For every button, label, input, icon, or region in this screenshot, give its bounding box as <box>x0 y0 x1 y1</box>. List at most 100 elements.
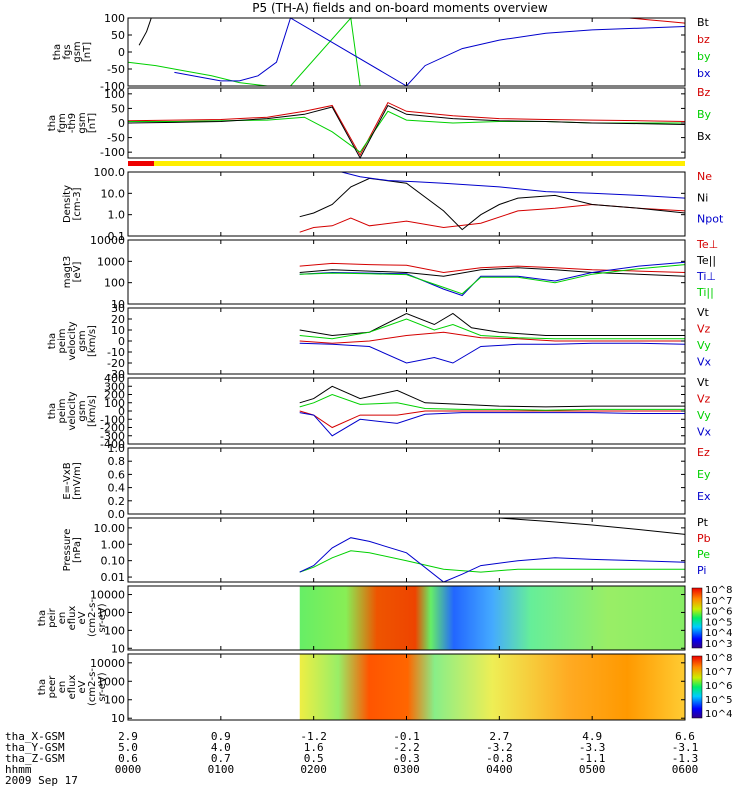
y-axis-label: [eV] <box>72 262 83 283</box>
legend-Bt: Bt <box>697 16 710 29</box>
y-tick-label: -10 <box>107 346 125 359</box>
orbit-row-label: tha_Z-GSM <box>5 752 65 765</box>
colorbar-electron_efs <box>691 655 703 719</box>
panel-efield: 0.00.20.40.60.81.0 E=-VxB [mV/m] Ez Ey Ex <box>62 442 711 521</box>
orbit-value: -1.1 <box>579 752 606 765</box>
y-tick-label: 0 <box>118 117 125 130</box>
y-tick-label: 10 <box>111 298 125 311</box>
y-axis-label: Density <box>62 185 73 223</box>
y-tick-label: -20 <box>107 357 125 370</box>
mode-bar-red <box>128 161 154 166</box>
y-axis-label: gsm <box>77 330 88 351</box>
series-fgm-By <box>128 110 685 153</box>
y-axis-label: en <box>57 612 68 625</box>
colorbar-label: 10^4 <box>705 709 732 720</box>
legend-Vx: Vx <box>697 356 712 369</box>
y-axis-label: eflux <box>67 675 78 700</box>
colorbar-label: 10^7 <box>705 596 732 607</box>
orbit-row-label: tha_Y-GSM <box>5 741 65 754</box>
y-tick-label: 0.0 <box>108 508 126 521</box>
plot-title: P5 (TH-A) fields and on-board moments ov… <box>252 1 548 15</box>
y-tick-label: -400 <box>100 438 125 451</box>
x-tick-label: 0500 <box>579 763 606 776</box>
y-axis-label: tha <box>47 115 58 131</box>
legend-Bz: Bz <box>697 86 711 99</box>
y-tick-label: 0.1 <box>108 230 126 243</box>
y-axis-label: magt3 <box>62 256 73 289</box>
y-axis-label: velocity <box>67 321 78 360</box>
mode-bar-yellow <box>153 161 685 166</box>
y-tick-label: 10.0 <box>101 187 126 200</box>
x-tick-label: 0300 <box>393 763 420 776</box>
y-axis-label: en <box>57 681 68 694</box>
y-tick-label: 300 <box>104 380 125 393</box>
y-axis-label: fgs <box>62 44 73 59</box>
y-axis-label: [cm-3] <box>72 187 83 220</box>
y-axis-label: tha <box>37 679 48 695</box>
y-axis-label: tha <box>47 333 58 349</box>
y-axis-label: [mV/m] <box>72 462 83 500</box>
series-fgm-Bz <box>127 101 686 157</box>
orbit-value: -3.1 <box>672 741 699 754</box>
legend-Ez: Ez <box>697 446 710 459</box>
y-axis-label: gsm <box>72 41 83 62</box>
y-axis-label: -th9 <box>67 113 78 133</box>
panel-ion_efs: 10^310^410^510^610^710^8 10 100 1000 10000 th… <box>37 585 732 655</box>
orbit-value: 2.7 <box>489 730 509 743</box>
legend-Te⊥: Te⊥ <box>696 238 718 251</box>
legend-by: by <box>697 50 711 63</box>
orbit-value: -0.8 <box>486 752 513 765</box>
colorbar-label: 10^5 <box>705 617 732 628</box>
y-tick-label: 10 <box>111 712 125 725</box>
date-label: 2009 Sep 17 <box>5 774 78 787</box>
orbit-value: -3.2 <box>486 741 513 754</box>
y-tick-label: 20 <box>111 313 125 326</box>
y-axis-label: gsm <box>77 400 88 421</box>
series-fgs-by <box>127 16 361 87</box>
legend-Te||: Te|| <box>696 254 716 267</box>
y-axis-label: [nT] <box>87 113 98 133</box>
y-tick-label: 0 <box>118 46 125 59</box>
y-tick-label: 400 <box>104 372 125 385</box>
legend-Ey: Ey <box>697 468 711 481</box>
y-tick-label: 0.01 <box>101 571 126 584</box>
legend-Ne: Ne <box>697 170 712 183</box>
y-tick-label: 50 <box>111 29 125 42</box>
y-axis-label: [km/s] <box>87 325 98 357</box>
y-axis-label: (cm2-s- <box>87 668 98 706</box>
orbit-value: -1.2 <box>300 730 327 743</box>
y-axis-label: tha <box>52 44 63 60</box>
x-tick-label: 0600 <box>672 763 699 776</box>
legend-Vz: Vz <box>697 393 711 406</box>
y-tick-label: 10000 <box>90 589 125 602</box>
colorbar-label: 10^4 <box>705 628 732 639</box>
legend-Vy: Vy <box>697 409 711 422</box>
spectrogram-electron_efs <box>299 654 685 720</box>
orbit-value: 0.5 <box>304 752 324 765</box>
series-pressure-Pe <box>299 550 685 573</box>
series-velocity_e-Vy <box>299 318 685 340</box>
y-axis-label: eV <box>77 680 88 693</box>
legend-Ti||: Ti|| <box>696 286 714 299</box>
orbit-value: -1.3 <box>672 752 699 765</box>
series-temperature-Te|| <box>299 267 686 277</box>
y-tick-label: 1.00 <box>101 538 126 551</box>
panel-pressure: 0.01 0.10 1.00 10.00 Pressure [nPa] Pt Pb Pe Pi <box>62 516 711 584</box>
orbit-value: 4.9 <box>582 730 602 743</box>
panel-density: 0.1 1.0 10.0 100.0 Density [cm-3] Ne Ni Npot <box>62 166 724 243</box>
series-temperature-Ti|| <box>299 264 686 295</box>
y-tick-label: 1000 <box>97 675 125 688</box>
orbit-value: -2.2 <box>393 741 420 754</box>
legend-Bx: Bx <box>697 130 712 143</box>
legend-bz: bz <box>697 33 710 46</box>
colorbar-label: 10^5 <box>705 695 732 706</box>
y-tick-label: 50 <box>111 102 125 115</box>
x-tick-label: 0100 <box>208 763 235 776</box>
y-tick-label: 30 <box>111 302 125 315</box>
y-tick-label: 10000 <box>90 657 125 670</box>
panel-frame <box>127 517 686 583</box>
legend-Vx: Vx <box>697 426 712 439</box>
